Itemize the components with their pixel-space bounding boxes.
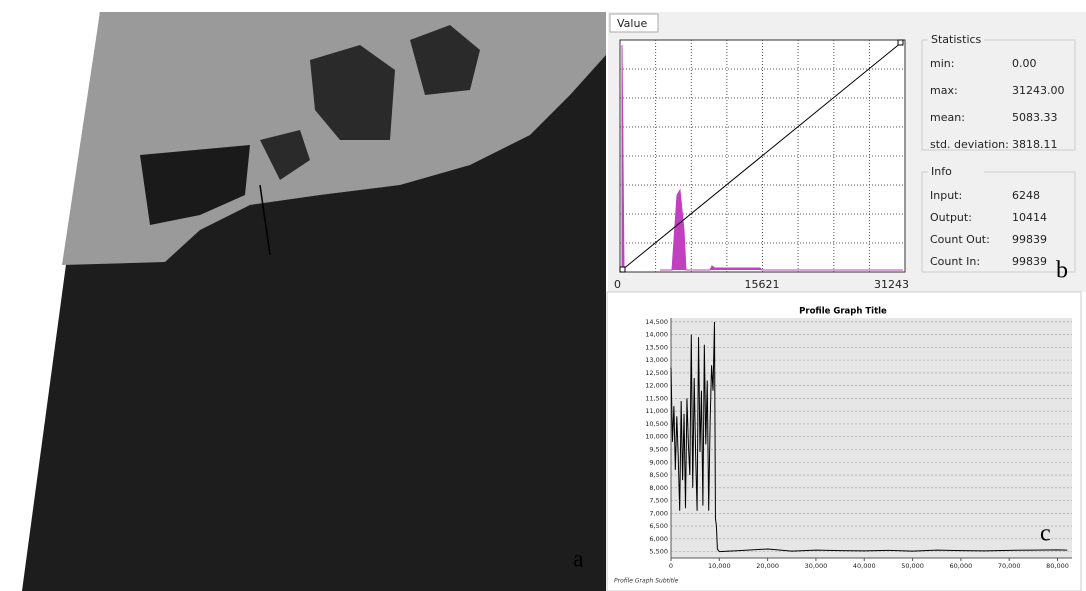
chart: 5,500 6,000 6,500 7,000 7,500 8,000 8,500 9,000…	[645, 318, 1072, 570]
panel-label: a	[573, 547, 584, 573]
field-label: Input:	[930, 189, 962, 202]
field-label: Count In:	[930, 255, 980, 268]
field-label: min:	[930, 57, 954, 70]
y-tick-label: 5,500	[649, 548, 668, 556]
group-title-bg	[928, 166, 984, 178]
y-tick-label: 7,500	[649, 497, 668, 505]
y-tick-label: 11,500	[645, 394, 668, 402]
y-tick-label: 13,000	[645, 356, 668, 364]
tab[interactable]	[609, 13, 659, 33]
field-value: 6248	[1012, 189, 1040, 202]
panel-label: b	[1056, 258, 1068, 284]
axis-label: 31243	[874, 278, 909, 291]
group-title-bg	[928, 34, 984, 46]
y-tick-label: 10,500	[645, 420, 668, 428]
x-tick-label: 50,000	[901, 562, 924, 570]
y-tick-label: 7,000	[649, 509, 668, 517]
field-value: 5083.33	[1012, 111, 1058, 124]
field-value: 3818.11	[1012, 138, 1058, 151]
group-box	[921, 171, 1076, 273]
y-tick-label: 6,500	[649, 522, 668, 530]
field-label: max:	[930, 84, 958, 97]
field-label: std. deviation:	[930, 138, 1009, 151]
field-label: mean:	[930, 111, 965, 124]
y-tick-label: 9,000	[649, 458, 668, 466]
y-tick-label: 13,500	[645, 343, 668, 351]
axis-label: 15621	[745, 278, 780, 291]
y-tick-label: 9,500	[649, 445, 668, 453]
x-tick-label: 20,000	[756, 562, 779, 570]
handle[interactable]	[619, 266, 626, 273]
group-contents: Statistics min: 0.00 max: 31243.00 mean: 5083.…	[928, 33, 1065, 268]
y-tick-label: 8,500	[649, 471, 668, 479]
plot-area	[671, 318, 1072, 558]
field-value: 99839	[1012, 255, 1047, 268]
y-tick-label: 10,000	[645, 433, 668, 441]
x-tick-label: 10,000	[708, 562, 731, 570]
axis-label: 0	[614, 278, 621, 291]
x-tick-label: 80,000	[1046, 562, 1069, 570]
y-tick-label: 14,000	[645, 331, 668, 339]
stretch-line	[621, 41, 903, 271]
chart-subtitle: Profile Graph Subtitle	[614, 578, 679, 585]
histogram-grid	[620, 40, 905, 272]
chart-title: Profile Graph Title	[799, 307, 887, 317]
x-tick-label: 70,000	[998, 562, 1021, 570]
x-tick-label: 60,000	[950, 562, 973, 570]
y-tick-label: 12,000	[645, 382, 668, 390]
y-tick-label: 11,000	[645, 407, 668, 415]
field-value: 99839	[1012, 233, 1047, 246]
field-value: 0.00	[1012, 57, 1037, 70]
tab-label[interactable]: Value	[617, 17, 647, 30]
profile-line	[670, 321, 1068, 553]
handle[interactable]	[897, 39, 904, 46]
field-label: Output:	[930, 211, 972, 224]
y-tick-label: 14,500	[645, 318, 668, 326]
panel-label: c	[1040, 521, 1051, 547]
field-label: Count Out:	[930, 233, 990, 246]
group-title: Info	[931, 165, 952, 178]
x-tick-label: 30,000	[805, 562, 828, 570]
field-value: 10414	[1012, 211, 1047, 224]
x-tick-label: 0	[669, 562, 673, 570]
group-title: Statistics	[931, 33, 982, 46]
y-tick-label: 8,000	[649, 484, 668, 492]
group-box	[921, 39, 1076, 151]
histogram	[621, 44, 903, 271]
y-tick-label: 6,000	[649, 535, 668, 543]
field-value: 31243.00	[1012, 84, 1065, 97]
y-tick-label: 12,500	[645, 369, 668, 377]
satellite-image	[22, 12, 606, 591]
x-tick-label: 40,000	[853, 562, 876, 570]
